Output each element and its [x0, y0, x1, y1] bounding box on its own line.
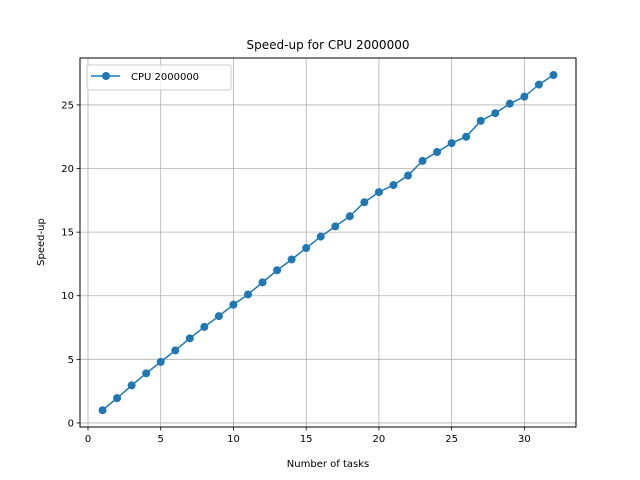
x-tick-label: 30	[518, 434, 531, 445]
axes: 0 5 10 15 20 25 30 0 5 10 15 20 25	[61, 100, 530, 445]
y-axis-label: Speed-up	[36, 218, 47, 266]
y-tick-label: 5	[68, 355, 74, 366]
data-point	[534, 80, 543, 89]
data-point	[491, 109, 500, 118]
legend: CPU 2000000	[86, 64, 232, 91]
y-tick-label: 10	[61, 291, 74, 302]
data-point	[345, 212, 354, 221]
data-point	[389, 181, 398, 190]
data-point	[520, 92, 529, 101]
data-point	[273, 266, 282, 275]
data-point	[331, 222, 340, 231]
data-point	[287, 255, 296, 264]
x-tick-label: 5	[158, 434, 164, 445]
data-point	[200, 322, 209, 331]
x-tick-label: 25	[445, 434, 458, 445]
data-point	[214, 312, 223, 321]
data-point	[185, 334, 194, 343]
data-point	[127, 381, 136, 390]
x-axis-label: Number of tasks	[287, 459, 369, 470]
data-point	[316, 232, 325, 241]
data-point	[360, 198, 369, 207]
data-point	[113, 394, 122, 403]
y-tick-label: 20	[61, 164, 74, 175]
data-point	[505, 99, 514, 108]
data-point	[418, 156, 427, 165]
data-point	[462, 132, 471, 141]
data-point	[433, 147, 442, 156]
plot-frame	[79, 57, 577, 428]
data-point	[156, 357, 165, 366]
data-point	[171, 346, 180, 355]
data-point	[447, 139, 456, 148]
data-point	[374, 188, 383, 197]
x-tick-label: 10	[227, 434, 240, 445]
x-tick-label: 15	[300, 434, 313, 445]
legend-label: CPU 2000000	[131, 72, 199, 83]
data-point	[302, 244, 311, 253]
y-tick-label: 25	[61, 100, 74, 111]
data-point	[98, 406, 107, 415]
x-tick-label: 20	[373, 434, 386, 445]
data-point	[549, 71, 558, 80]
legend-marker	[102, 72, 110, 80]
data-point	[258, 278, 267, 287]
data-point	[476, 116, 485, 125]
x-tick-label: 0	[85, 434, 91, 445]
data-point	[404, 171, 412, 180]
y-tick-label: 15	[61, 228, 74, 239]
data-point	[142, 369, 151, 378]
series-layer	[98, 71, 558, 415]
legend-box	[86, 64, 232, 91]
data-point	[229, 300, 238, 309]
chart-title: Speed-up for CPU 2000000	[247, 38, 410, 52]
data-point	[244, 290, 252, 299]
y-tick-label: 0	[68, 418, 74, 429]
